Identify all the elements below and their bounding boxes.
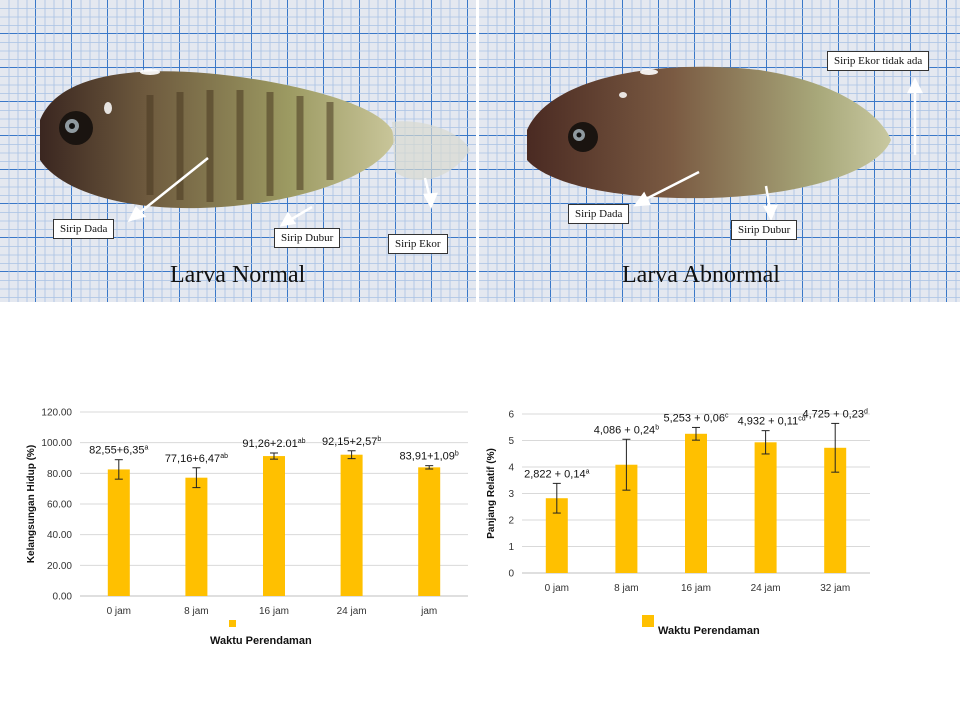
label-caudal-fin-missing: Sirip Ekor tidak ada (827, 51, 930, 71)
y-tick-label: 20.00 (47, 561, 72, 572)
larva-normal-image (0, 0, 476, 302)
y-tick-label: 1 (508, 542, 514, 553)
x-tick-label: 8 jam (614, 583, 638, 594)
y-tick-label: 100.00 (41, 438, 72, 449)
y-axis-label: Kelangsungan Hidup (%) (26, 445, 37, 563)
x-tick-label: 16 jam (681, 583, 711, 594)
label-pectoral-fin: Sirip Dada (568, 204, 630, 224)
label-pectoral-fin: Sirip Dada (53, 219, 115, 239)
data-label-superscript: ab (220, 453, 228, 460)
legend-label: Waktu Perendaman (210, 635, 312, 647)
y-tick-label: 2 (508, 516, 514, 527)
data-label: 4,725 + 0,23d (803, 408, 868, 420)
legend-swatch (229, 620, 236, 627)
label-caudal-fin: Sirip Ekor (388, 234, 448, 254)
x-tick-label: 32 jam (820, 583, 850, 594)
data-label-superscript: b (655, 424, 659, 431)
y-tick-label: 6 (508, 410, 514, 421)
x-tick-label: 0 jam (545, 583, 569, 594)
data-label: 83,91+1,09b (400, 451, 459, 463)
legend-label: Waktu Perendaman (658, 625, 760, 637)
data-label: 92,15+2,57b (322, 436, 381, 448)
y-tick-label: 60.00 (47, 500, 72, 511)
survival-chart: 0.00 20.00 40.00 60.00 80.00 100.00 120.00 Kela… (20, 400, 480, 665)
relative-length-chart: 0 1 2 3 4 5 6 Panjang Relatif (%) 0 jam 2,822 + 0… (480, 404, 940, 649)
data-label-superscript: a (586, 468, 590, 475)
y-tick-label: 3 (508, 489, 514, 500)
x-tick-label: jam (420, 606, 437, 617)
larva-body (527, 66, 891, 199)
label-anal-fin: Sirip Dubur (274, 228, 341, 248)
x-tick-label: 24 jam (751, 583, 781, 594)
y-tick-label: 0.00 (53, 592, 73, 603)
y-tick-label: 0 (508, 569, 514, 580)
bar (824, 447, 847, 573)
larva-abnormal-image (479, 0, 960, 302)
data-label: 4,932 + 0,11cd (738, 416, 806, 428)
bar (418, 467, 441, 596)
y-tick-label: 5 (508, 436, 514, 447)
label-anal-fin: Sirip Dubur (731, 220, 798, 240)
bar (685, 433, 707, 573)
y-tick-label: 80.00 (47, 469, 72, 480)
x-tick-label: 8 jam (184, 606, 208, 617)
tail-fin (392, 121, 470, 180)
bar (263, 456, 285, 596)
data-label-superscript: b (377, 436, 381, 443)
bar (340, 454, 363, 596)
bar (185, 477, 208, 596)
y-axis-label: Panjang Relatif (%) (486, 448, 497, 539)
y-tick-label: 120.00 (41, 408, 72, 419)
data-label-superscript: a (145, 445, 149, 452)
data-label-superscript: ab (298, 438, 306, 445)
survival-chart-svg: 0.00 20.00 40.00 60.00 80.00 100.00 120.00 Kela… (26, 408, 468, 647)
x-tick-label: 0 jam (107, 606, 131, 617)
bar (754, 442, 777, 573)
x-tick-label: 24 jam (337, 606, 367, 617)
photo-larva-abnormal: Sirip Dada Sirip Dubur Sirip Ekor tidak … (479, 0, 960, 302)
data-label: 4,086 + 0,24b (594, 424, 659, 436)
title-larva-normal: Larva Normal (170, 262, 306, 288)
title-larva-abnormal: Larva Abnormal (622, 262, 780, 288)
relative-length-chart-svg: 0 1 2 3 4 5 6 Panjang Relatif (%) 0 jam 2,822 + 0… (486, 408, 870, 637)
bar (545, 498, 568, 573)
data-label: 82,55+6,35a (89, 445, 148, 457)
data-label: 2,822 + 0,14a (524, 468, 589, 480)
data-label: 91,26+2.01ab (242, 438, 305, 450)
data-label-superscript: c (725, 412, 729, 419)
bar (615, 464, 638, 573)
bar (107, 469, 130, 596)
data-label-superscript: d (864, 408, 868, 415)
y-tick-label: 4 (508, 463, 514, 474)
data-label-superscript: b (455, 451, 459, 458)
x-tick-label: 16 jam (259, 606, 289, 617)
larva-body (40, 71, 395, 209)
data-label: 77,16+6,47ab (165, 453, 228, 465)
data-label-superscript: cd (798, 416, 806, 423)
y-tick-label: 40.00 (47, 530, 72, 541)
photo-larva-normal: Sirip Dada Sirip Dubur Sirip Ekor Larva … (0, 0, 476, 302)
data-label: 5,253 + 0,06c (664, 412, 729, 424)
legend-swatch (642, 615, 654, 627)
